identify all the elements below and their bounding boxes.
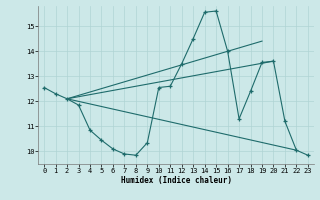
X-axis label: Humidex (Indice chaleur): Humidex (Indice chaleur) — [121, 176, 231, 185]
